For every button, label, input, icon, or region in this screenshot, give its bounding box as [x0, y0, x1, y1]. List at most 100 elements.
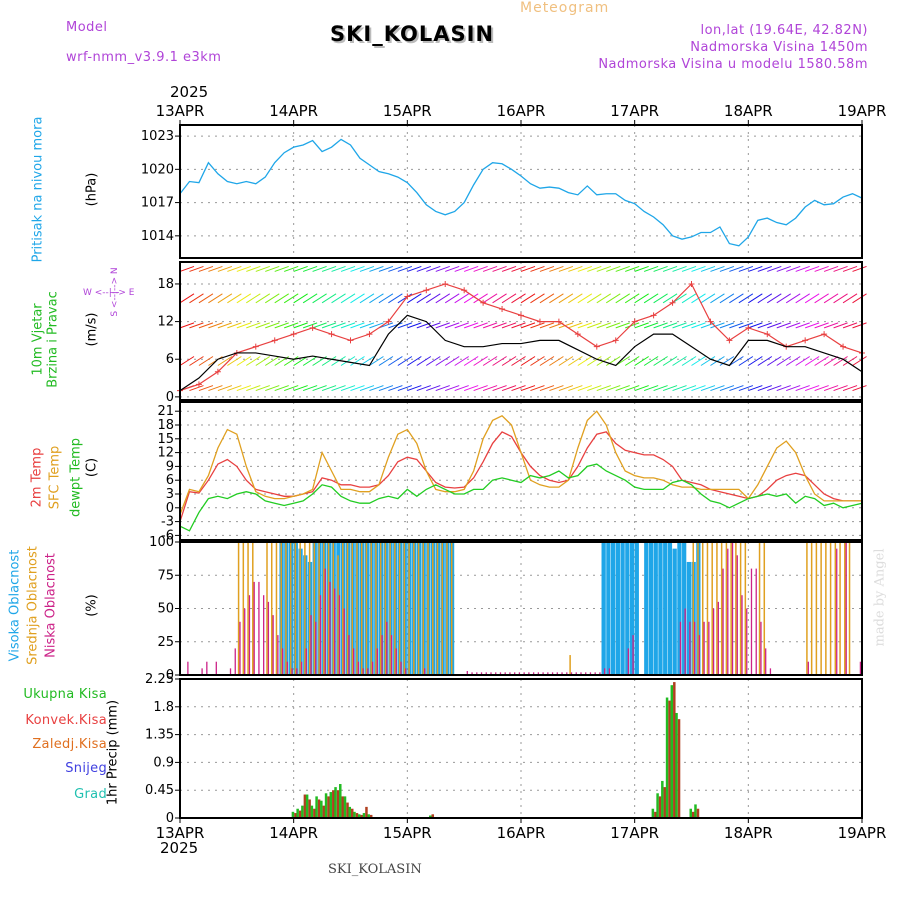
wind-gust-marker — [574, 331, 581, 338]
wind-barb — [539, 356, 555, 366]
wind-tick-label: 18 — [157, 277, 174, 292]
mid-cloud-bar — [697, 542, 699, 675]
mid-cloud-bar — [711, 542, 713, 675]
wind-barb — [530, 293, 545, 304]
mid-cloud-bar — [351, 542, 353, 675]
wind-barb — [814, 385, 829, 392]
wind-barb — [795, 322, 810, 329]
wind-barb — [653, 293, 668, 304]
mid-cloud-bar — [820, 542, 822, 675]
temp-tick-label: -6 — [161, 528, 174, 543]
wind-barb — [624, 356, 640, 366]
low-cloud-bar — [499, 672, 502, 675]
wind-barb — [662, 385, 678, 392]
year-bottom: 2025 — [160, 839, 199, 857]
total-precip-bar — [694, 804, 697, 818]
wind-barb — [331, 356, 346, 366]
total-precip-bar — [367, 814, 370, 818]
wind-barb — [350, 385, 365, 392]
mid-cloud-bar — [706, 542, 709, 675]
meteogram-label: Meteogram — [520, 0, 610, 16]
wind-barb — [530, 322, 545, 329]
wind-barb — [369, 356, 384, 366]
low-cloud-bar — [405, 668, 407, 675]
pressure-tick-label: 1020 — [141, 162, 174, 177]
day-label-bottom: 14APR — [269, 824, 318, 842]
low-cloud-bar — [731, 542, 734, 675]
precip-tick-label: 1.8 — [153, 700, 174, 715]
mid-cloud-bar — [810, 542, 813, 675]
wind-barb — [388, 356, 403, 366]
wind-barb — [672, 265, 687, 272]
low-cloud-bar — [760, 621, 762, 675]
day-label-bottom: 19APR — [838, 824, 887, 842]
wind-barb — [284, 265, 299, 272]
wind-barb — [350, 293, 365, 304]
precip-tick-label: 0.45 — [145, 783, 174, 798]
wind-barb — [700, 265, 716, 272]
wind-barb — [463, 385, 479, 392]
mid-cloud-bar — [275, 542, 278, 675]
wind-barb — [653, 265, 668, 272]
wind-barb — [767, 385, 782, 392]
wind-barb — [302, 293, 318, 304]
wind-barb — [577, 265, 593, 272]
wind-barb — [454, 293, 469, 304]
wind-barb — [331, 385, 346, 392]
wind-barb — [312, 385, 327, 392]
wind-barb — [662, 293, 678, 304]
low-cloud-bar — [357, 661, 360, 675]
low-cloud-bar — [727, 548, 729, 675]
wind-gust-marker — [688, 280, 695, 287]
wind-barb — [606, 385, 621, 392]
wind-gust-marker — [764, 331, 771, 338]
wind-barb — [246, 356, 261, 366]
wind-speed-line — [179, 314, 863, 392]
wind-barb — [785, 356, 801, 366]
mid-cloud-bar — [408, 542, 410, 675]
wind-barb — [804, 385, 820, 392]
wind-barb — [463, 293, 479, 304]
low-cloud-bar — [769, 668, 772, 675]
mid-cloud-bar — [569, 655, 571, 675]
wind-gust-marker — [328, 331, 335, 338]
wind-barb — [767, 293, 782, 304]
total-precip-bar — [429, 815, 432, 818]
mid-cloud-bar — [285, 542, 287, 675]
low-cloud-bar — [281, 648, 284, 675]
wind-barb — [596, 265, 611, 272]
wind-tick-label: 0 — [166, 390, 174, 405]
wind-gust-marker — [802, 337, 809, 344]
model-elevation-label: Nadmorska Visina u modelu 1580.58m — [598, 57, 868, 72]
conv-precip-bar — [308, 799, 311, 818]
wind-barb — [558, 385, 574, 392]
low-cloud-bar — [845, 542, 847, 675]
wind-barb — [748, 293, 763, 304]
low-cloud-bar — [504, 672, 506, 675]
wind-barb — [719, 265, 735, 272]
wind-barb — [293, 322, 308, 329]
wind-barb — [444, 356, 460, 366]
conv-precip-bar — [365, 806, 368, 818]
wind-barb — [842, 385, 858, 392]
mid-cloud-bar — [413, 542, 415, 675]
wind-barb — [691, 356, 706, 366]
wind-barb — [179, 265, 195, 272]
wind-barb — [179, 293, 195, 304]
wind-barb — [738, 356, 754, 366]
wind-barb — [842, 265, 858, 272]
wind-barb — [786, 265, 801, 272]
high-cloud-bar — [606, 542, 611, 675]
wind-barb — [445, 265, 460, 272]
total-precip-bar — [675, 712, 678, 818]
wind-barb — [596, 322, 611, 329]
total-precip-bar — [329, 792, 333, 818]
low-cloud-bar — [561, 672, 563, 675]
pressure-tick-label: 1014 — [141, 229, 174, 244]
low-cloud-bar — [585, 672, 587, 675]
wind-gust-marker — [518, 312, 524, 319]
wind-barb — [729, 293, 744, 304]
wind-barb — [833, 356, 848, 366]
wind-barb — [416, 385, 431, 392]
